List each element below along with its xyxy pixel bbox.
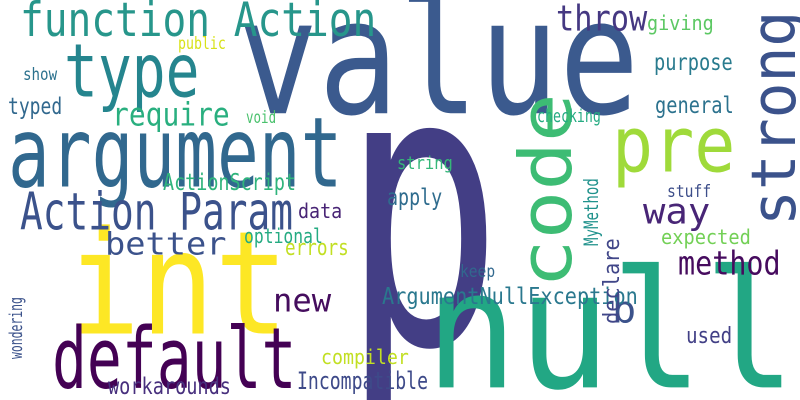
word-int: int	[66, 203, 289, 370]
word-action-param: Action Param	[20, 182, 293, 242]
word-expected: expected	[661, 224, 751, 249]
word-way: way	[643, 190, 711, 233]
word-declare: declare	[599, 238, 625, 324]
word-keep: keep	[460, 261, 496, 281]
word-void: void	[246, 107, 277, 127]
word-stuff: stuff	[667, 181, 712, 201]
word-require: require	[112, 96, 230, 134]
word-strong: strong	[739, 10, 800, 227]
word-value: value	[238, 0, 640, 154]
word-new: new	[273, 282, 332, 320]
word-data: data	[298, 198, 343, 223]
word-incompatible: Incompatible	[297, 367, 428, 396]
word-argumentnullexception: ArgumentNullException	[382, 283, 638, 311]
word-b: b	[612, 288, 637, 332]
word-typed: typed	[8, 93, 63, 121]
word-errors: errors	[285, 235, 349, 261]
word-public: public	[178, 33, 226, 53]
word-compiler: compiler	[321, 344, 409, 369]
word-apply: apply	[387, 184, 443, 212]
word-checking: checking	[537, 105, 601, 127]
word-argument: argument	[8, 98, 343, 212]
word-giving: giving	[647, 10, 714, 35]
word-throw: throw	[556, 0, 648, 40]
word-general: general	[655, 92, 734, 120]
word-null: null	[425, 239, 797, 400]
word-function-action: function Action	[20, 0, 377, 49]
word-p: p	[342, 0, 503, 400]
word-string: string	[397, 152, 453, 174]
word-used: used	[686, 323, 733, 349]
word-better: better	[105, 226, 227, 263]
word-method: method	[678, 244, 781, 283]
word-optional: optional	[244, 223, 323, 248]
word-show: show	[23, 64, 58, 84]
word-pre: pre	[612, 101, 736, 191]
word-default: default	[52, 311, 297, 400]
word-mymethod: MyMethod	[580, 178, 603, 246]
word-wondering: wondering	[5, 297, 27, 359]
word-type: type	[64, 29, 200, 115]
word-purpose: purpose	[654, 49, 733, 77]
word-actionscript: ActionScript	[163, 169, 296, 197]
word-workarounds: workarounds	[108, 373, 231, 400]
